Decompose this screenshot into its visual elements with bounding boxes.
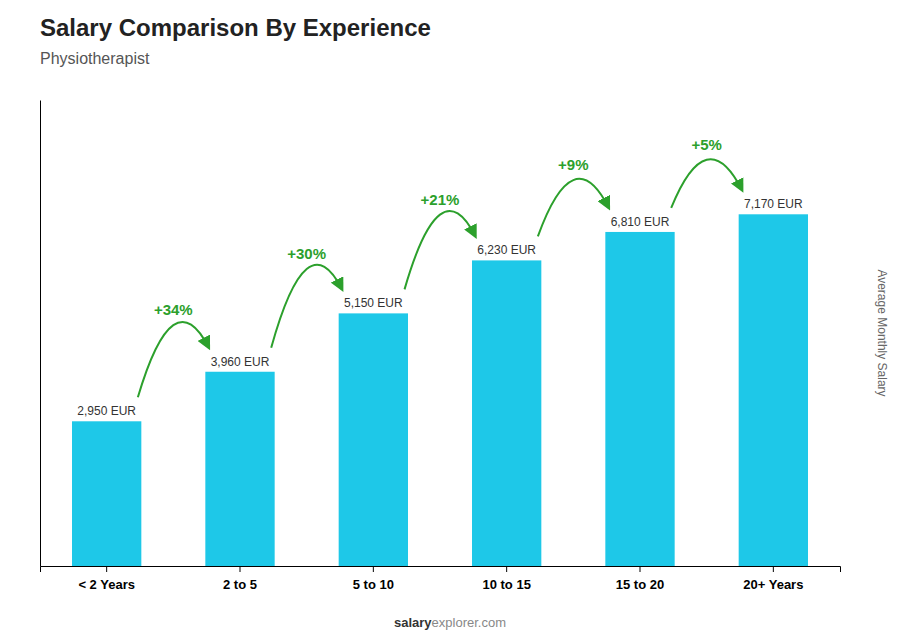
arrow bbox=[405, 211, 476, 289]
annotation: +34% bbox=[154, 301, 193, 318]
x-tick-label: < 2 Years bbox=[78, 577, 135, 592]
data-label: 6,230 EUR bbox=[477, 243, 536, 257]
x-tick-mark bbox=[106, 566, 107, 572]
x-tick-mark bbox=[240, 566, 241, 572]
watermark-part: explorer.com bbox=[432, 615, 506, 630]
bar bbox=[472, 260, 541, 566]
arrow bbox=[538, 179, 609, 237]
x-tick-label: 15 to 20 bbox=[616, 577, 664, 592]
y-axis-label: Average Monthly Salary bbox=[875, 269, 889, 396]
annotation: +9% bbox=[558, 156, 588, 173]
arrow bbox=[271, 265, 342, 348]
watermark: salaryexplorer.com bbox=[394, 615, 506, 630]
bar bbox=[605, 232, 674, 566]
annotations: +34% +30% +21% +9% +5% bbox=[138, 136, 742, 398]
x-tick-label: 20+ Years bbox=[743, 577, 803, 592]
bar bbox=[72, 421, 141, 566]
x-axis: < 2 Years 2 to 5 5 to 10 10 to 15 15 to 20 20… bbox=[41, 566, 841, 592]
plot: < 2 Years 2 to 5 5 to 10 10 to 15 15 to 20 20… bbox=[41, 101, 841, 593]
data-label: 5,150 EUR bbox=[344, 296, 403, 310]
x-tick: < 2 Years bbox=[78, 566, 135, 592]
x-tick: 15 to 20 bbox=[616, 566, 664, 592]
bar bbox=[205, 372, 274, 566]
x-tick: 5 to 10 bbox=[353, 566, 394, 592]
x-tick: 10 to 15 bbox=[482, 566, 530, 592]
chart: Salary Comparison By Experience Physiothe… bbox=[0, 0, 900, 641]
x-tick: 20+ Years bbox=[743, 566, 803, 592]
bar bbox=[339, 313, 408, 566]
x-tick-mark bbox=[640, 566, 641, 572]
title: Salary Comparison By Experience bbox=[40, 14, 431, 41]
annotation: +21% bbox=[421, 191, 460, 208]
data-label: 6,810 EUR bbox=[611, 215, 670, 229]
annotation: +30% bbox=[287, 245, 326, 262]
arrow bbox=[138, 322, 209, 397]
arrow bbox=[671, 159, 742, 208]
x-tick-mark bbox=[373, 566, 374, 572]
bars bbox=[72, 214, 808, 566]
annotation: +5% bbox=[691, 136, 721, 153]
y-axis bbox=[40, 101, 41, 567]
x-tick-mark bbox=[506, 566, 507, 572]
x-tick: 2 to 5 bbox=[223, 566, 257, 592]
data-label: 3,960 EUR bbox=[211, 355, 270, 369]
x-tick-label: 2 to 5 bbox=[223, 577, 257, 592]
watermark-part: salary bbox=[394, 615, 432, 630]
x-tick-label: 5 to 10 bbox=[353, 577, 394, 592]
subtitle: Physiotherapist bbox=[40, 50, 150, 67]
data-label: 2,950 EUR bbox=[77, 404, 136, 418]
x-axis-line bbox=[41, 567, 841, 573]
x-tick-mark bbox=[773, 566, 774, 572]
x-tick-label: 10 to 15 bbox=[482, 577, 530, 592]
y-axis-line bbox=[40, 101, 41, 567]
data-label: 7,170 EUR bbox=[744, 197, 803, 211]
bar bbox=[739, 214, 808, 566]
data-labels: 2,950 EUR 3,960 EUR 5,150 EUR 6,230 EUR 6,81… bbox=[77, 197, 803, 418]
